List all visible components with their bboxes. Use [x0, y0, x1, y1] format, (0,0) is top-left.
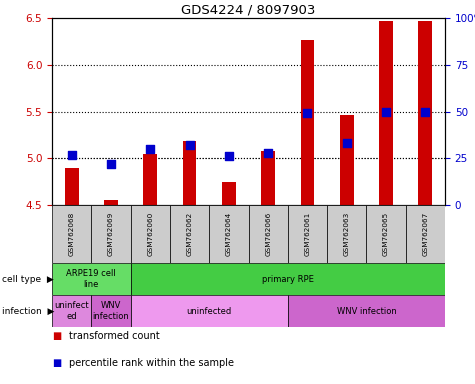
Text: percentile rank within the sample: percentile rank within the sample [68, 358, 234, 368]
Bar [301, 40, 314, 205]
Text: ■: ■ [52, 331, 61, 341]
Point [186, 142, 193, 148]
Text: cell type  ▶: cell type ▶ [2, 275, 54, 283]
Text: GSM762068: GSM762068 [69, 212, 75, 256]
Bar [248, 205, 288, 263]
Bar [131, 205, 170, 263]
Bar [104, 200, 118, 205]
Point [382, 108, 390, 114]
Bar [52, 263, 131, 295]
Bar [91, 295, 131, 327]
Text: uninfected: uninfected [187, 306, 232, 316]
Point [225, 153, 233, 159]
Bar [91, 205, 131, 263]
Point [265, 149, 272, 156]
Bar [327, 205, 366, 263]
Text: ARPE19 cell
line: ARPE19 cell line [66, 269, 116, 289]
Bar [52, 295, 91, 327]
Text: WNV
infection: WNV infection [93, 301, 129, 321]
Bar [209, 205, 248, 263]
Text: infection  ▶: infection ▶ [2, 306, 55, 316]
Title: GDS4224 / 8097903: GDS4224 / 8097903 [181, 4, 316, 17]
Bar [143, 154, 157, 205]
Text: GSM762063: GSM762063 [344, 212, 350, 256]
Bar [170, 205, 209, 263]
Point [68, 151, 76, 157]
Text: GSM762062: GSM762062 [187, 212, 192, 256]
Text: primary RPE: primary RPE [262, 275, 314, 283]
Text: GSM762061: GSM762061 [304, 212, 311, 256]
Text: GSM762067: GSM762067 [422, 212, 428, 256]
Point [421, 108, 429, 114]
Bar [65, 167, 78, 205]
Point [107, 161, 115, 167]
Text: uninfect
ed: uninfect ed [54, 301, 89, 321]
Bar [379, 21, 393, 205]
Text: WNV infection: WNV infection [336, 306, 396, 316]
Bar [131, 295, 288, 327]
Text: GSM762069: GSM762069 [108, 212, 114, 256]
Bar [418, 21, 432, 205]
Point [343, 140, 351, 146]
Bar [222, 182, 236, 205]
Bar [261, 151, 275, 205]
Bar [288, 295, 445, 327]
Bar [366, 205, 406, 263]
Text: ■: ■ [52, 358, 61, 368]
Point [146, 146, 154, 152]
Text: GSM762065: GSM762065 [383, 212, 389, 256]
Text: GSM762064: GSM762064 [226, 212, 232, 256]
Text: transformed count: transformed count [68, 331, 160, 341]
Bar [406, 205, 445, 263]
Bar [131, 263, 445, 295]
Bar [52, 205, 91, 263]
Point [304, 110, 311, 116]
Bar [340, 115, 353, 205]
Text: GSM762060: GSM762060 [147, 212, 153, 256]
Bar [183, 141, 197, 205]
Text: GSM762066: GSM762066 [265, 212, 271, 256]
Bar [288, 205, 327, 263]
